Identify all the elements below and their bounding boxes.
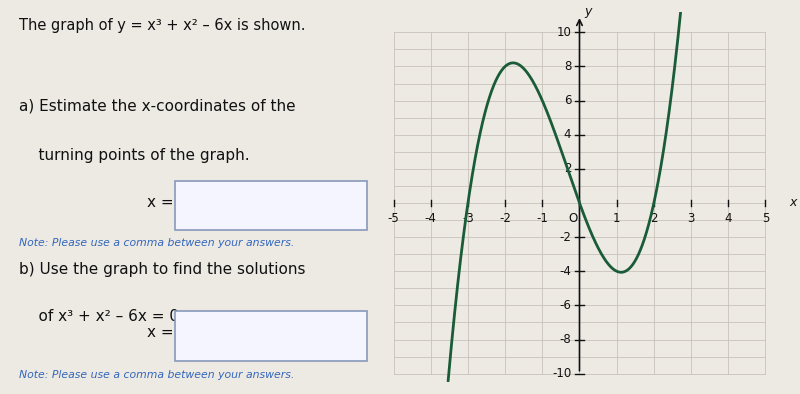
Text: 10: 10: [557, 26, 571, 39]
Text: -6: -6: [559, 299, 571, 312]
Text: x =: x =: [147, 325, 174, 340]
Text: 4: 4: [564, 128, 571, 141]
Text: 2: 2: [650, 212, 658, 225]
Text: -3: -3: [462, 212, 474, 225]
Text: -10: -10: [552, 367, 571, 380]
Text: 4: 4: [725, 212, 732, 225]
FancyBboxPatch shape: [175, 181, 367, 230]
Text: x =: x =: [147, 195, 174, 210]
FancyBboxPatch shape: [175, 311, 367, 361]
Text: 8: 8: [564, 60, 571, 73]
Text: 3: 3: [687, 212, 694, 225]
Text: x: x: [790, 197, 797, 210]
Text: y: y: [584, 5, 591, 18]
Text: a) Estimate the x-coordinates of the: a) Estimate the x-coordinates of the: [19, 98, 296, 113]
Text: -2: -2: [559, 230, 571, 243]
Text: of x³ + x² – 6x = 0: of x³ + x² – 6x = 0: [19, 309, 179, 324]
Text: turning points of the graph.: turning points of the graph.: [19, 148, 250, 163]
Text: -4: -4: [425, 212, 437, 225]
Text: The graph of y = x³ + x² – 6x is shown.: The graph of y = x³ + x² – 6x is shown.: [19, 18, 306, 33]
Text: -2: -2: [499, 212, 511, 225]
Text: -1: -1: [536, 212, 548, 225]
Text: -4: -4: [559, 265, 571, 278]
Text: -5: -5: [388, 212, 399, 225]
Text: 5: 5: [762, 212, 769, 225]
Text: -8: -8: [559, 333, 571, 346]
Text: Note: Please use a comma between your answers.: Note: Please use a comma between your an…: [19, 370, 294, 380]
Text: Note: Please use a comma between your answers.: Note: Please use a comma between your an…: [19, 238, 294, 248]
Text: O: O: [568, 212, 578, 225]
Text: 6: 6: [564, 94, 571, 107]
Text: 1: 1: [613, 212, 621, 225]
Text: b) Use the graph to find the solutions: b) Use the graph to find the solutions: [19, 262, 306, 277]
Text: 2: 2: [564, 162, 571, 175]
